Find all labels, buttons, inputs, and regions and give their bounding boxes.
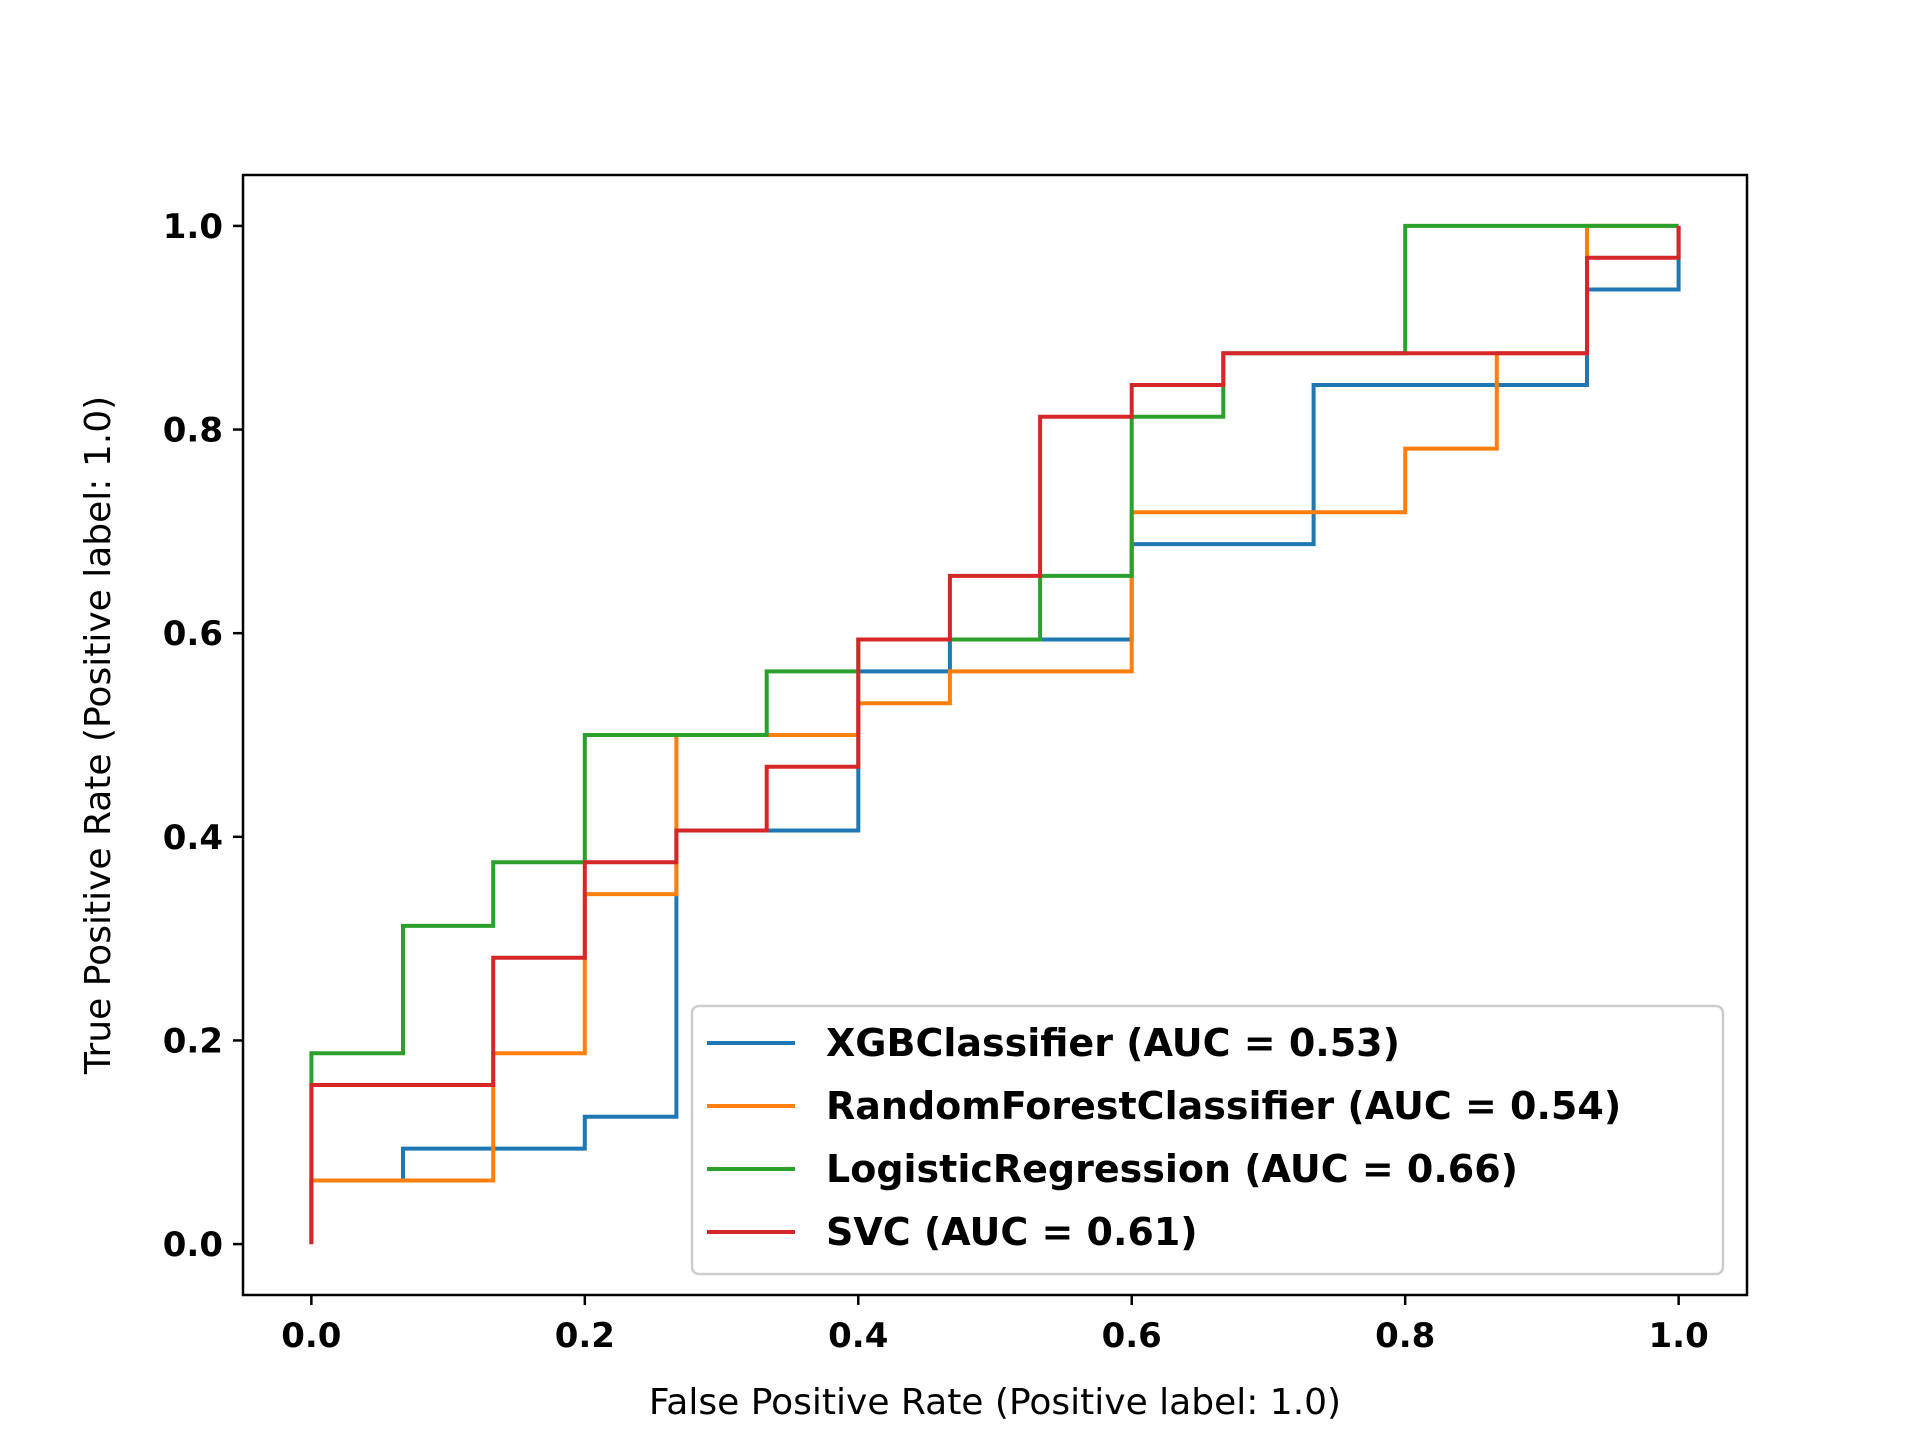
y-axis-label: True Positive Rate (Positive label: 1.0) [78, 396, 119, 1075]
legend-entry-label: RandomForestClassifier (AUC = 0.54) [826, 1084, 1621, 1128]
plot-frame [241, 173, 1749, 1297]
x-tick-label: 0.8 [1375, 1316, 1435, 1356]
y-tick-label: 1.0 [163, 207, 223, 247]
x-axis-ticks: 0.0 0.2 0.4 0.6 0.8 1.0 [281, 1295, 1709, 1356]
x-axis-label: False Positive Rate (Positive label: 1.0… [649, 1382, 1341, 1423]
x-tick-label: 0.2 [555, 1316, 615, 1356]
legend-box [690, 1004, 1725, 1276]
legend: XGBClassifier (AUC = 0.53) RandomForestCl… [690, 1004, 1725, 1276]
legend-entry-label: SVC (AUC = 0.61) [826, 1210, 1198, 1254]
x-tick-label: 0.0 [281, 1316, 341, 1356]
x-tick-label: 0.6 [1102, 1316, 1162, 1356]
roc-line-series-2 [309, 223, 1679, 1245]
y-tick-label: 0.2 [163, 1021, 223, 1061]
y-tick-label: 0.0 [163, 1225, 223, 1265]
plot-lines [309, 223, 1681, 1245]
y-axis-ticks: 0.0 0.2 0.4 0.6 0.8 1.0 [163, 207, 243, 1265]
roc-line-series-4 [309, 225, 1681, 1245]
x-tick-label: 0.4 [828, 1316, 888, 1356]
legend-entry-label: XGBClassifier (AUC = 0.53) [826, 1021, 1400, 1065]
y-tick-label: 0.4 [163, 818, 223, 858]
x-tick-label: 1.0 [1649, 1316, 1709, 1356]
y-tick-label: 0.6 [163, 614, 223, 654]
y-tick-label: 0.8 [163, 411, 223, 451]
legend-entry-label: LogisticRegression (AUC = 0.66) [826, 1147, 1518, 1191]
